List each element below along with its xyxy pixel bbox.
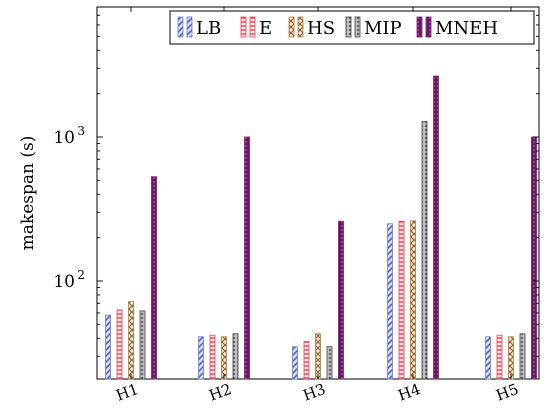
legend-swatch-hs — [297, 16, 304, 38]
legend-swatch-mip — [354, 16, 361, 38]
bar-lb-h5 — [485, 336, 491, 380]
x-tick-label-h2: H2 — [207, 380, 234, 405]
bar-mneh-h3 — [338, 220, 344, 380]
y-tick-label-exponent: 3 — [77, 124, 85, 138]
y-tick-label: 10 — [53, 128, 75, 148]
bar-e-h3 — [303, 341, 310, 380]
bar-hs-h3 — [315, 333, 321, 380]
bar-mip-h2 — [232, 333, 239, 380]
legend-swatch-e — [249, 16, 256, 38]
legend-label-e: E — [259, 18, 272, 39]
bar-hs-h2 — [221, 336, 227, 380]
bar-e-h5 — [496, 334, 503, 380]
bar-mneh-h1 — [151, 176, 157, 380]
bar-hs-h4 — [410, 220, 416, 380]
y-tick-label-exponent: 2 — [77, 268, 85, 282]
x-tick-label-h5: H5 — [494, 380, 521, 405]
y-axis-label: makespan (s) — [18, 136, 38, 251]
bar-mneh-h4 — [433, 75, 439, 380]
y-tick-label: 10 — [53, 272, 75, 292]
legend-swatch-lb — [177, 16, 184, 38]
bar-hs-h5 — [508, 336, 514, 380]
legend-label-lb: LB — [196, 18, 221, 39]
bar-e-h1 — [116, 309, 123, 380]
bar-lb-h4 — [387, 223, 393, 380]
legend-label-hs: HS — [307, 18, 335, 39]
bar-mneh-h5 — [531, 136, 537, 380]
bar-mip-h3 — [326, 346, 333, 380]
legend-swatch-lb — [186, 16, 193, 38]
legend-swatch-mneh — [425, 16, 432, 38]
x-tick-label-h4: H4 — [396, 380, 423, 405]
legend-label-mneh: MNEH — [435, 18, 498, 39]
x-tick-label-h1: H1 — [114, 380, 141, 405]
plot-frame — [96, 6, 540, 380]
legend-label-mip: MIP — [364, 18, 402, 39]
bar-mip-h5 — [519, 333, 526, 380]
bar-mneh-h2 — [244, 136, 250, 380]
legend-swatch-mip — [345, 16, 352, 38]
legend-swatch-mneh — [416, 16, 423, 38]
bar-hs-h1 — [128, 301, 134, 380]
legend-box — [169, 10, 535, 45]
bar-mip-h1 — [139, 310, 146, 380]
bar-e-h4 — [398, 220, 405, 380]
bar-lb-h1 — [105, 314, 111, 380]
legend-swatch-hs — [288, 16, 295, 38]
bar-e-h2 — [209, 334, 216, 380]
bar-lb-h2 — [198, 336, 204, 380]
legend: LB E HS MIP MNEH — [169, 10, 535, 45]
bar-mip-h4 — [421, 121, 428, 380]
legend-swatch-e — [240, 16, 247, 38]
legend-items: LB E HS MIP MNEH — [177, 16, 498, 39]
x-tick-label-h3: H3 — [301, 380, 328, 405]
bars-layer — [105, 75, 537, 380]
bar-lb-h3 — [292, 346, 298, 380]
